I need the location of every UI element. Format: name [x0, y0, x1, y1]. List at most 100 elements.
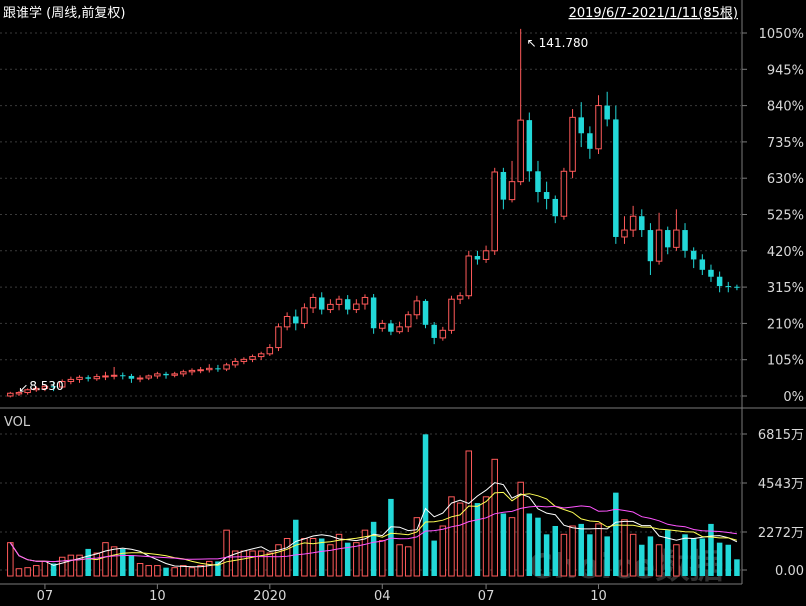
candle-down — [293, 316, 299, 324]
candle-up — [404, 314, 412, 328]
volume-bar — [552, 525, 559, 576]
volume-bar — [699, 538, 706, 576]
volume-bar — [370, 521, 377, 576]
price-tick-label: 945% — [767, 63, 804, 78]
candle-down — [716, 276, 723, 287]
volume-bar — [621, 519, 628, 577]
volume-ma-20 — [9, 505, 737, 563]
candle-down — [474, 255, 481, 260]
volume-bar — [120, 548, 126, 576]
volume-tick-label: 2272万 — [758, 526, 804, 541]
candle-down — [526, 120, 533, 172]
candle-up — [7, 392, 14, 397]
volume-bar — [231, 550, 239, 577]
volume-bar — [413, 517, 421, 577]
candle-up — [353, 303, 360, 311]
candle-down — [604, 105, 610, 120]
volume-bar — [154, 565, 161, 577]
candle-up — [569, 116, 576, 172]
volume-bar — [275, 544, 282, 577]
volume-tick-label: 4543万 — [758, 477, 804, 492]
candle-down — [370, 297, 377, 329]
volume-bar — [508, 517, 516, 577]
volume-bar — [578, 523, 584, 576]
volume-bar — [595, 523, 602, 577]
price-tick-label: 105% — [767, 354, 804, 369]
volume-bar — [171, 567, 178, 577]
candle-up — [673, 229, 680, 248]
candle-down — [647, 230, 654, 262]
candle-up — [249, 356, 256, 360]
volume-bar — [33, 565, 40, 577]
volume-bar — [58, 556, 66, 577]
volume-bar — [647, 536, 654, 576]
price-tick-label: 525% — [767, 209, 804, 224]
volume-bar — [655, 544, 663, 577]
volume-bar — [734, 559, 740, 576]
candle-up — [15, 392, 23, 395]
candle-up — [396, 326, 403, 333]
candle-up — [231, 360, 239, 366]
volume-bar — [639, 544, 645, 576]
volume-tick-label: 6815万 — [758, 428, 804, 443]
candle-up — [629, 215, 637, 231]
candle-up — [206, 367, 213, 371]
volume-bar — [500, 513, 507, 576]
candle-down — [215, 368, 221, 370]
candle-down — [578, 117, 584, 134]
x-tick-label: 07 — [37, 589, 54, 604]
candle-up — [110, 374, 118, 377]
volume-bar — [206, 560, 213, 577]
candle-down — [734, 286, 740, 288]
candle-up — [448, 298, 455, 331]
candle-up — [266, 347, 274, 355]
price-tick-label: 735% — [767, 136, 804, 151]
volume-bar — [128, 555, 135, 576]
candle-up — [283, 315, 291, 328]
x-tick-label: 04 — [374, 589, 391, 604]
volume-bar — [93, 552, 101, 577]
volume-bar — [448, 496, 455, 577]
price-tick-label: 0% — [783, 390, 804, 405]
candle-up — [361, 296, 369, 305]
x-tick-label: 10 — [590, 589, 607, 604]
min-price-annotation: 8.530 — [29, 379, 63, 393]
candle-down — [85, 377, 91, 379]
volume-bar — [587, 534, 593, 576]
candle-down — [664, 230, 671, 248]
candle-down — [128, 375, 135, 379]
volume-bar — [604, 536, 610, 576]
volume-bar — [725, 544, 732, 576]
volume-bar — [180, 565, 187, 577]
candle-down — [690, 250, 697, 260]
volume-bar — [67, 554, 75, 577]
candle-up — [102, 375, 109, 378]
volume-bar — [474, 503, 481, 576]
candle-up — [456, 295, 464, 300]
volume-moving-averages — [9, 482, 738, 568]
volume-bar — [76, 554, 83, 577]
price-tick-label: 315% — [767, 281, 804, 296]
candle-down — [163, 373, 169, 376]
candle-up — [171, 373, 178, 376]
candle-down — [725, 286, 732, 288]
volume-bar — [673, 544, 680, 577]
candle-up — [136, 377, 144, 380]
volume-bar — [353, 542, 360, 577]
volume-bar — [560, 533, 568, 577]
volume-bar — [664, 530, 671, 576]
min-price-arrow: ↙ — [18, 381, 28, 395]
volume-bar — [690, 538, 697, 576]
price-candles — [7, 28, 740, 398]
candle-down — [431, 324, 437, 338]
volume-bar — [145, 565, 152, 577]
x-tick-label: 10 — [149, 589, 166, 604]
candle-up — [180, 371, 187, 375]
max-price-annotation: 141.780 — [539, 36, 589, 50]
candle-up — [257, 353, 265, 358]
date-range[interactable]: 2019/6/7-2021/1/11(85根) — [569, 6, 738, 21]
volume-bar — [465, 450, 473, 577]
candle-down — [708, 269, 714, 277]
candle-down — [639, 216, 645, 231]
